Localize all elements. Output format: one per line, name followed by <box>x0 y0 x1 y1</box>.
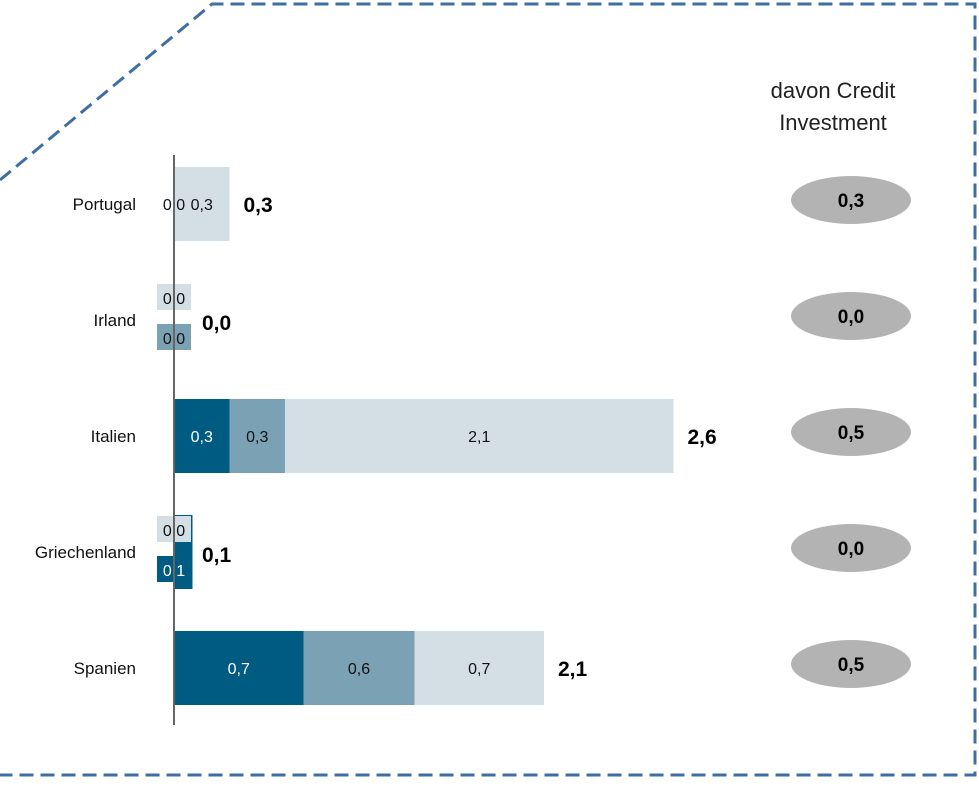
credit-investment-badge <box>791 640 911 688</box>
data-label-series-3: 0,7 <box>468 661 490 678</box>
data-label-series-3: 0,3 <box>191 197 213 214</box>
data-label-series-1: 0,3 <box>191 429 213 446</box>
bar-segment-series-3 <box>174 167 230 241</box>
data-label-series-1: 0,7 <box>228 661 250 678</box>
bars-layer <box>157 167 674 705</box>
credit-investment-value: 0,3 <box>838 191 864 212</box>
credit-investment-badge <box>791 524 911 572</box>
credit-investment-header-line1: davon Credit <box>771 78 896 103</box>
bar-segment-series-2 <box>303 631 415 705</box>
bar-segment-series-1 <box>174 399 230 473</box>
total-label: 2,1 <box>558 658 588 681</box>
bar-segment-series-1 <box>174 515 182 589</box>
credit-investment-value: 0,0 <box>838 307 864 328</box>
credit-investment-badge <box>791 292 911 340</box>
category-label: Spanien <box>74 659 136 678</box>
category-label: Griechenland <box>35 543 136 562</box>
credit-investment-badge <box>791 408 911 456</box>
category-label: Italien <box>91 427 136 446</box>
bar-segment-series-1 <box>174 631 304 705</box>
bar-segment-series-3 <box>414 631 544 705</box>
data-label-series-2: 0,6 <box>348 661 370 678</box>
total-label: 0,1 <box>202 544 232 567</box>
credit-investment-badge <box>791 176 911 224</box>
bar-segment-series-3 <box>285 399 674 473</box>
data-label-series-3: 2,1 <box>468 429 490 446</box>
credit-investment-value: 0,5 <box>838 655 865 676</box>
total-label: 0,0 <box>202 312 231 335</box>
credit-investment-value: 0,0 <box>838 539 864 560</box>
category-label: Irland <box>93 311 136 330</box>
credit-investment-header-line2: Investment <box>779 110 887 135</box>
data-label-series-2: 0,3 <box>246 429 268 446</box>
total-label: 2,6 <box>688 426 717 449</box>
category-label: Portugal <box>73 195 136 214</box>
bar-segment-series-2 <box>229 399 285 473</box>
credit-investment-value: 0,5 <box>838 423 865 444</box>
total-label: 0,3 <box>244 194 273 217</box>
